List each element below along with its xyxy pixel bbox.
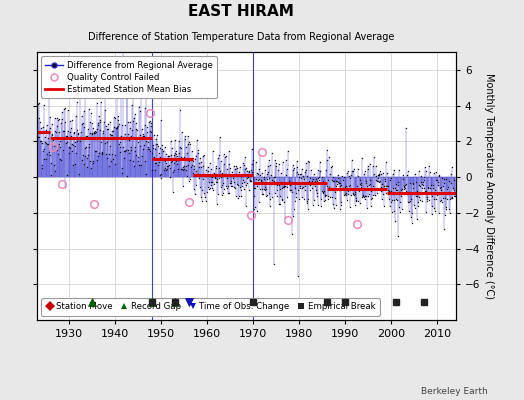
Legend: Station Move, Record Gap, Time of Obs. Change, Empirical Break: Station Move, Record Gap, Time of Obs. C…	[41, 298, 380, 316]
Y-axis label: Monthly Temperature Anomaly Difference (°C): Monthly Temperature Anomaly Difference (…	[485, 73, 495, 299]
Text: EAST HIRAM: EAST HIRAM	[188, 4, 294, 19]
Text: Berkeley Earth: Berkeley Earth	[421, 387, 487, 396]
Text: Difference of Station Temperature Data from Regional Average: Difference of Station Temperature Data f…	[88, 32, 394, 42]
